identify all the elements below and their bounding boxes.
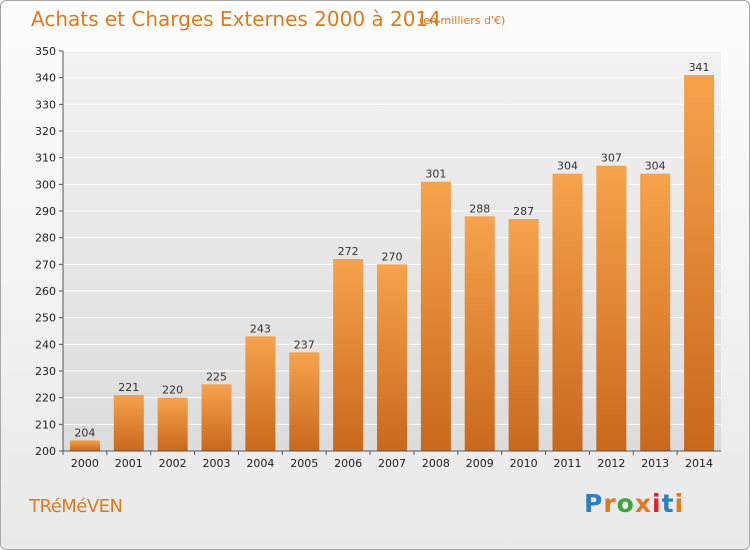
bar-value-label: 304 xyxy=(557,160,578,173)
bar xyxy=(201,384,232,451)
x-tick-label: 2000 xyxy=(71,457,99,470)
bar-value-label: 243 xyxy=(250,322,271,335)
y-tick-label: 200 xyxy=(35,445,56,458)
logo-letter: r xyxy=(603,489,617,518)
y-tick-label: 340 xyxy=(35,72,56,85)
bar xyxy=(69,440,100,451)
bar xyxy=(684,75,715,451)
bar-value-label: 287 xyxy=(513,205,534,218)
town-name: TRéMéVEN xyxy=(29,496,123,517)
x-tick-label: 2004 xyxy=(246,457,274,470)
x-tick-label: 2008 xyxy=(422,457,450,470)
y-tick-label: 310 xyxy=(35,152,56,165)
x-tick-label: 2003 xyxy=(203,457,231,470)
bar-value-label: 270 xyxy=(382,250,403,263)
bar xyxy=(157,397,188,451)
x-tick-label: 2013 xyxy=(641,457,669,470)
y-tick-label: 210 xyxy=(35,418,56,431)
logo-letter: i xyxy=(674,489,685,518)
bar xyxy=(245,336,276,451)
x-tick-label: 2005 xyxy=(290,457,318,470)
bar xyxy=(377,264,407,451)
y-tick-label: 270 xyxy=(35,258,56,271)
proxiti-logo: Proxiti xyxy=(584,489,684,518)
bar xyxy=(552,173,583,451)
chart-subtitle: (en milliers d'€) xyxy=(419,14,506,27)
x-tick-label: 2009 xyxy=(466,457,494,470)
y-tick-label: 260 xyxy=(35,285,56,298)
bar xyxy=(508,219,539,451)
logo-letter: t xyxy=(661,489,675,518)
bar-value-label: 220 xyxy=(162,384,183,397)
bar xyxy=(464,216,495,451)
logo-letter: i xyxy=(652,489,662,518)
bar-value-label: 307 xyxy=(601,152,622,165)
x-tick-label: 2006 xyxy=(334,457,362,470)
x-tick-label: 2007 xyxy=(378,457,406,470)
x-tick-label: 2011 xyxy=(553,457,581,470)
bar-value-label: 225 xyxy=(206,370,227,383)
y-tick-label: 240 xyxy=(35,338,56,351)
x-tick-label: 2010 xyxy=(510,457,538,470)
bar xyxy=(640,173,671,451)
y-tick-label: 350 xyxy=(35,45,56,58)
x-tick-label: 2014 xyxy=(685,457,713,470)
y-tick-label: 320 xyxy=(35,125,56,138)
chart-title: Achats et Charges Externes 2000 à 2014 xyxy=(31,7,441,31)
bar-value-label: 221 xyxy=(118,381,139,394)
y-tick-label: 230 xyxy=(35,365,56,378)
bar-value-label: 288 xyxy=(469,202,490,215)
bar xyxy=(289,352,320,451)
x-tick-label: 2001 xyxy=(115,457,143,470)
x-tick-label: 2012 xyxy=(597,457,625,470)
logo-letter: P xyxy=(584,489,604,518)
bar-value-label: 237 xyxy=(294,338,315,351)
bar xyxy=(333,259,364,451)
bar xyxy=(420,181,451,451)
logo-letter: o xyxy=(616,489,635,518)
bar-value-label: 301 xyxy=(425,168,446,181)
bar-value-label: 204 xyxy=(74,426,95,439)
y-tick-label: 220 xyxy=(35,392,56,405)
y-tick-label: 300 xyxy=(35,178,56,191)
bar-value-label: 341 xyxy=(689,61,710,74)
logo-letter: x xyxy=(634,489,652,518)
bar xyxy=(113,395,144,451)
bar-value-label: 304 xyxy=(645,160,666,173)
bar xyxy=(596,165,627,451)
bar-value-label: 272 xyxy=(338,245,359,258)
y-tick-label: 250 xyxy=(35,312,56,325)
x-tick-label: 2002 xyxy=(159,457,187,470)
y-tick-label: 330 xyxy=(35,98,56,111)
y-tick-label: 280 xyxy=(35,232,56,245)
y-tick-label: 290 xyxy=(35,205,56,218)
